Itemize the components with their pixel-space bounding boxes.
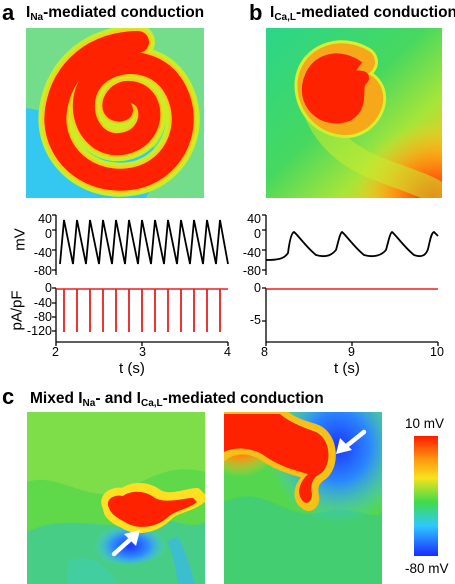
panel-a-vtick-0: 0 — [45, 227, 52, 241]
panel-a-itick-80: -80 — [33, 310, 52, 324]
panel-c-right-arrow — [336, 429, 367, 454]
panel-c-left-arrow — [111, 530, 140, 557]
panel-b-label: b — [249, 0, 263, 25]
panel-b-ttick-10: 10 — [430, 345, 444, 359]
colorbar — [414, 436, 438, 556]
panel-a-action-potentials — [59, 219, 229, 265]
panel-b-voltage-trace — [262, 214, 439, 275]
panel-a-ttick-3: 3 — [139, 345, 146, 359]
colorbar-max-label: 10 mV — [405, 416, 445, 431]
colorbar-min-label: -80 mV — [405, 561, 449, 576]
panel-b-ttick-8: 8 — [261, 345, 268, 359]
panel-a-vtick-neg40: -40 — [33, 246, 52, 260]
panel-c-mixed-map-right — [224, 412, 382, 584]
panel-b-vtick-0: 0 — [254, 227, 261, 241]
panel-a-title: INa-mediated conduction — [26, 4, 205, 23]
panel-a-na-current-spikes — [63, 289, 221, 332]
panel-c-mixed-map-left — [27, 412, 205, 584]
panel-c-title: Mixed INa- and ICa,L-mediated conduction — [30, 390, 324, 409]
panel-b-ttick-9: 9 — [348, 345, 355, 359]
panel-a-spiral-map — [26, 28, 204, 198]
panel-a-ttick-2: 2 — [52, 345, 59, 359]
panel-c-label: c — [2, 384, 15, 409]
panel-b-vtick-neg80: -80 — [242, 264, 261, 278]
panel-a-itick-40: -40 — [33, 296, 52, 310]
panel-a-voltage-trace — [52, 214, 229, 275]
panel-b-vtick-40: 40 — [247, 212, 261, 226]
panel-b-time-axis-label: t (s) — [334, 360, 360, 377]
panel-c-left-wavefront — [107, 491, 197, 527]
panel-a-current-axis-label: pA/pF — [8, 290, 26, 331]
panel-b-current-trace — [262, 287, 439, 346]
panel-a-vtick-40: 40 — [38, 212, 52, 226]
panel-b-itick-5: -5 — [249, 313, 261, 327]
panel-a-vtick-neg80: -80 — [33, 264, 52, 278]
panel-a-label: a — [2, 0, 15, 25]
panel-b-spiral-map — [266, 28, 442, 198]
panel-a-voltage-axis-label: mV — [11, 228, 29, 251]
panel-a-itick-0: 0 — [45, 281, 52, 295]
panel-c-right-wavefront — [224, 414, 329, 503]
panel-b-itick-0: 0 — [254, 281, 261, 295]
panel-b-title: ICa,L-mediated conduction — [270, 4, 455, 23]
panel-a-itick-120: -120 — [26, 324, 52, 338]
panel-a-current-trace — [52, 287, 229, 346]
panel-b-action-potentials — [265, 230, 439, 261]
panel-b-vtick-neg40: -40 — [242, 246, 261, 260]
panel-a-ttick-4: 4 — [224, 345, 231, 359]
panel-a-time-axis-label: t (s) — [119, 360, 145, 377]
